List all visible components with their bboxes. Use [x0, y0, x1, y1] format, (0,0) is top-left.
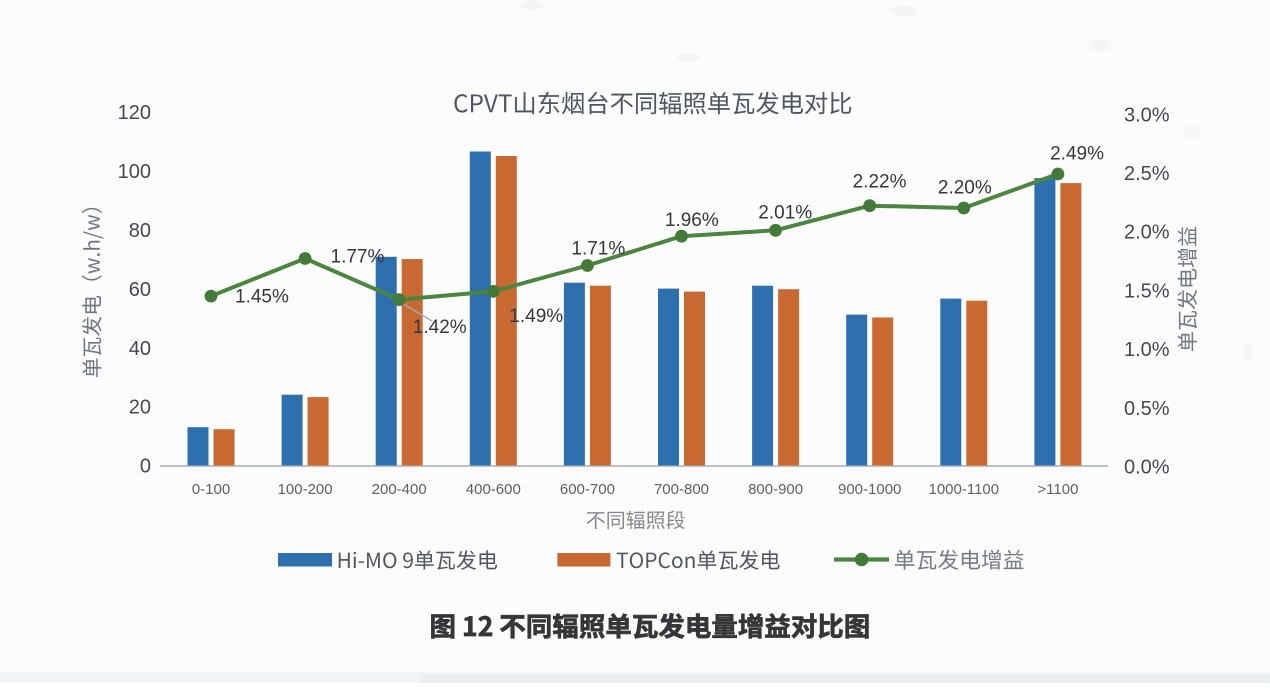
svg-text:1.71%: 1.71%	[571, 239, 625, 260]
svg-text:2.01%: 2.01%	[758, 203, 812, 224]
svg-text:>1100: >1100	[1037, 481, 1078, 498]
svg-text:2.49%: 2.49%	[1050, 144, 1104, 165]
svg-text:3.0%: 3.0%	[1124, 104, 1170, 126]
svg-text:0.5%: 0.5%	[1124, 398, 1170, 420]
svg-text:2.0%: 2.0%	[1124, 222, 1170, 244]
svg-text:400-600: 400-600	[466, 481, 521, 498]
svg-text:1.5%: 1.5%	[1124, 280, 1170, 302]
svg-text:1.0%: 1.0%	[1124, 339, 1170, 361]
svg-text:200-400: 200-400	[372, 481, 427, 498]
svg-text:100-200: 100-200	[278, 481, 333, 498]
svg-text:120: 120	[118, 102, 151, 124]
svg-text:1.96%: 1.96%	[665, 210, 719, 231]
svg-text:80: 80	[129, 220, 151, 242]
svg-text:900-1000: 900-1000	[838, 481, 901, 498]
svg-text:60: 60	[129, 279, 151, 301]
svg-text:1.42%: 1.42%	[413, 317, 467, 338]
svg-text:100: 100	[118, 161, 151, 183]
svg-text:800-900: 800-900	[748, 481, 803, 498]
svg-text:1.45%: 1.45%	[235, 287, 289, 308]
svg-text:0: 0	[140, 456, 151, 478]
svg-text:600-700: 600-700	[560, 481, 615, 498]
svg-text:0-100: 0-100	[192, 481, 230, 498]
svg-text:1.49%: 1.49%	[509, 306, 563, 327]
svg-text:1000-1100: 1000-1100	[928, 481, 999, 498]
svg-text:2.5%: 2.5%	[1124, 163, 1170, 185]
svg-text:20: 20	[129, 397, 151, 419]
svg-text:0.0%: 0.0%	[1124, 457, 1170, 479]
svg-text:700-800: 700-800	[654, 481, 709, 498]
svg-text:1.77%: 1.77%	[331, 247, 385, 268]
svg-text:40: 40	[129, 338, 151, 360]
svg-text:2.22%: 2.22%	[853, 171, 907, 192]
svg-text:2.20%: 2.20%	[938, 177, 992, 198]
